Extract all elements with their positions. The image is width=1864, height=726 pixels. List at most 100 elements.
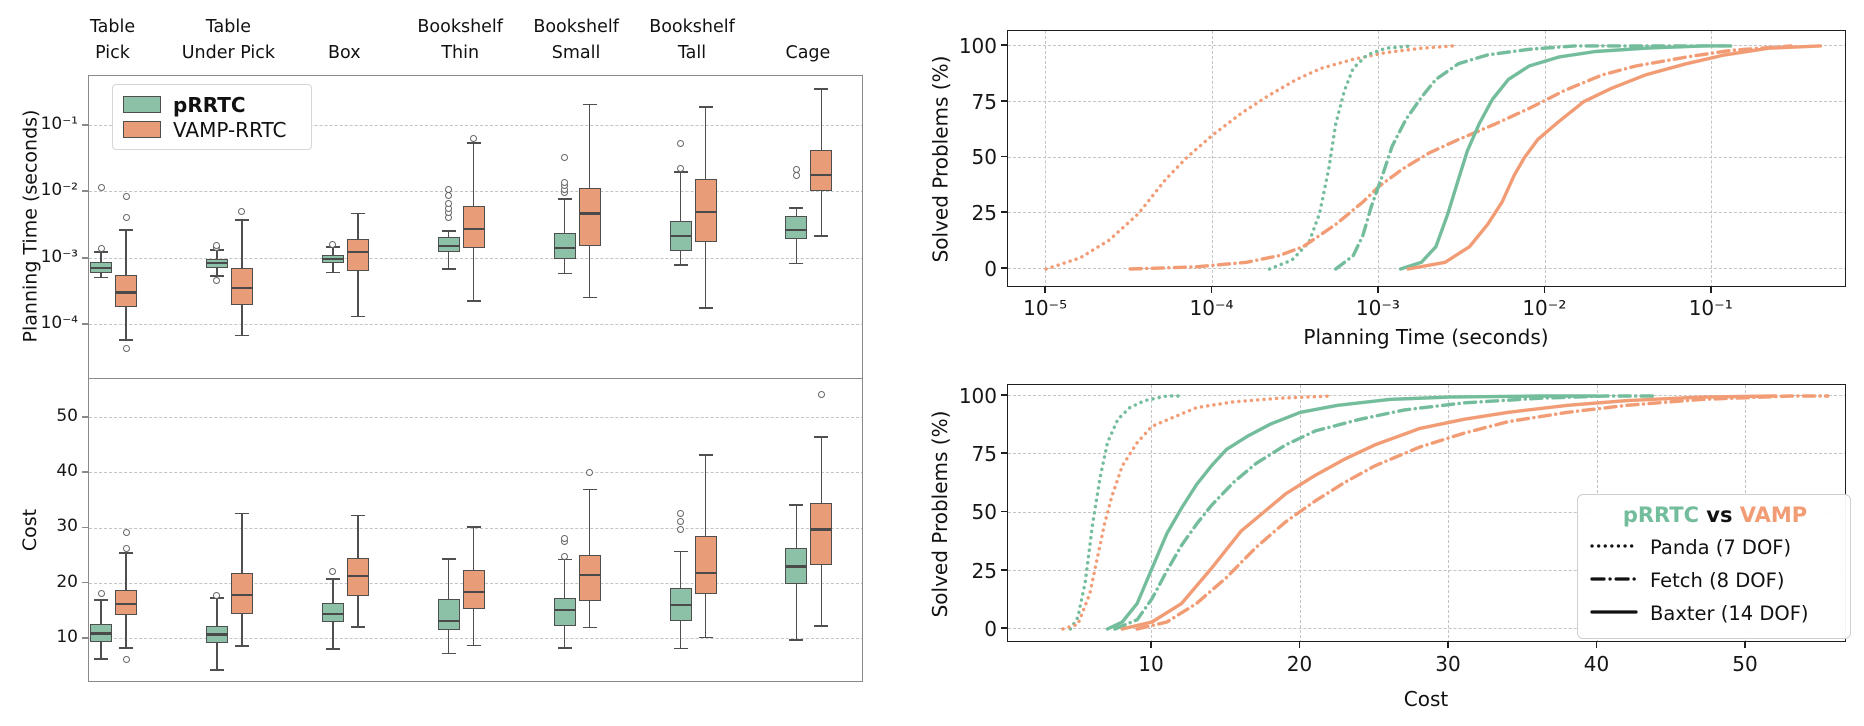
outlier-pRRTC-Table Under Pick [213,277,221,285]
median-VAMP-RRTC-Bookshelf Thin [462,227,485,231]
prrtc-swatch-icon [123,96,161,113]
outlier-pRRTC-Table Pick [97,244,105,252]
whisker-cap-lo-pRRTC-Bookshelf Small [557,647,572,649]
y-tick-mark [82,323,88,325]
y-tick-label-10⁻¹: 10⁻¹ [40,113,78,134]
gridline-10⁻³ [89,257,862,259]
outlier-VAMP-RRTC-Bookshelf Thin [470,134,478,142]
category-label-table-under-pick: Table Under Pick [148,8,308,66]
box-pRRTC-Box [321,602,344,623]
x-tick-label-10⁻³: 10⁻³ [1355,296,1400,320]
y-tick-label-0: 0 [984,257,997,282]
whisker-cap-hi-pRRTC-Box [325,577,340,580]
y-tick-label-50: 50 [56,405,78,426]
outlier-pRRTC-Bookshelf Thin [445,199,453,207]
box-VAMP-RRTC-Table Under Pick [230,572,253,615]
outlier-pRRTC-Bookshelf Tall [677,525,684,533]
chart-panel-cost-box [88,378,863,682]
outlier-pRRTC-Bookshelf Tall [677,510,684,518]
y-tick-label-75: 75 [971,442,997,467]
median-pRRTC-Bookshelf Tall [669,234,692,238]
outlier-VAMP-RRTC-Table Pick [122,655,130,663]
box-VAMP-RRTC-Bookshelf Tall [694,178,717,242]
median-pRRTC-Cage [785,228,808,232]
cdf-curves-time-cdf [1044,44,1823,271]
outlier-pRRTC-Box [329,568,337,576]
outlier-pRRTC-Table Pick [97,589,105,597]
box-VAMP-RRTC-Cage [810,149,833,191]
box-pRRTC-Bookshelf Small [553,598,576,626]
y-tick-mark [1001,267,1007,269]
y-tick-label-30: 30 [56,516,78,537]
legend-item-label: VAMP-RRTC [173,117,287,142]
whisker-cap-lo-pRRTC-Table Under Pick [209,669,224,671]
x-tick-label-30: 30 [1435,652,1461,676]
cdf-series-prrtc-panda-7-dof- [1068,394,1184,631]
whisker-cap-lo-pRRTC-Box [325,648,340,650]
category-label-line: Thin [441,43,480,63]
cdf-curves-cost-cdf [1061,394,1830,631]
cdf-series-vamp-baxter-14-dof- [1120,394,1778,631]
outlier-VAMP-RRTC-Table Pick [122,528,130,536]
category-label-line: Box [328,43,361,63]
legend-item-prrtc: pRRTC [123,92,301,117]
whisker-cap-lo-VAMP-RRTC-Table Pick [119,339,133,341]
whisker-cap-hi-VAMP-RRTC-Cage [814,88,829,90]
y-tick-mark [1001,211,1007,214]
y-tick-mark [1001,44,1007,46]
whisker-cap-lo-VAMP-RRTC-Bookshelf Tall [698,307,713,310]
gridline-25 [1008,212,1845,214]
gridline-0 [1008,268,1845,270]
x-tick-label-20: 20 [1286,652,1313,676]
gridline-x-10⁻³ [1378,31,1380,286]
legend-entry-label: Fetch (8 DOF) [1650,569,1785,592]
whisker-cap-hi-VAMP-RRTC-Table Under Pick [234,219,249,221]
y-tick-label-10⁻²: 10⁻² [40,180,78,201]
outlier-pRRTC-Table Pick [97,183,105,191]
whisker-cap-hi-pRRTC-Bookshelf Thin [441,557,456,560]
whisker-cap-hi-VAMP-RRTC-Box [350,212,365,215]
whisker-cap-hi-pRRTC-Cage [789,504,804,506]
outlier-VAMP-RRTC-Cage [817,390,825,398]
outlier-VAMP-RRTC-Table Pick [122,544,130,552]
y-tick-label-25: 25 [971,558,997,583]
cdf-series-prrtc-baxter-14-dof- [1105,394,1600,631]
whisker-cap-lo-VAMP-RRTC-Bookshelf Small [582,296,597,299]
y-tick-label-10⁻⁴: 10⁻⁴ [40,313,78,334]
gridline-x-10⁻² [1544,31,1546,286]
whisker-cap-lo-VAMP-RRTC-Cage [814,235,829,237]
median-VAMP-RRTC-Bookshelf Tall [694,211,717,214]
cdf-legend: pRRTC vs VAMP Panda (7 DOF) Fetch (8 DOF) B… [1577,494,1851,639]
cdf-series-vamp-fetch-8-dof- [1128,44,1793,271]
category-label-cage: Cage [728,8,888,66]
box-VAMP-RRTC-Bookshelf Tall [694,535,717,595]
cdf-series-vamp-panda-7-dof- [1061,394,1332,631]
category-label-bookshelf-small: Bookshelf Small [496,8,656,66]
x-tick-label-10⁻⁴: 10⁻⁴ [1189,296,1234,320]
y-tick-label-75: 75 [971,89,997,114]
dashdot-line-icon [1590,569,1638,593]
whisker-cap-lo-VAMP-RRTC-Bookshelf Tall [698,636,713,639]
category-label-line: Pick [95,43,130,63]
category-label-line: Bookshelf [417,17,503,37]
median-VAMP-RRTC-Bookshelf Small [578,574,601,577]
gridline-100 [1008,395,1845,397]
median-VAMP-RRTC-Table Pick [115,603,137,606]
y-tick-label-25: 25 [971,201,997,226]
whisker-cap-lo-VAMP-RRTC-Box [350,315,365,318]
whisker-cap-lo-VAMP-RRTC-Bookshelf Small [582,626,597,629]
gridline-x-10⁻⁴ [1211,31,1213,286]
box-VAMP-RRTC-Table Pick [115,590,137,616]
median-VAMP-RRTC-Box [346,251,369,254]
median-pRRTC-Table Pick [90,632,112,635]
x-tick-label-10: 10 [1138,652,1164,676]
whisker-cap-hi-pRRTC-Bookshelf Small [557,198,572,200]
category-label-box: Box [264,8,424,66]
x-tick-mark [1377,287,1379,293]
gridline-40 [89,472,862,474]
whisker-cap-hi-pRRTC-Bookshelf Thin [441,230,456,232]
y-tick-label-10: 10 [56,627,78,648]
x-tick-mark [1044,287,1046,293]
whisker-cap-lo-pRRTC-Bookshelf Thin [441,268,456,270]
gridline-x-10 [1151,385,1153,641]
